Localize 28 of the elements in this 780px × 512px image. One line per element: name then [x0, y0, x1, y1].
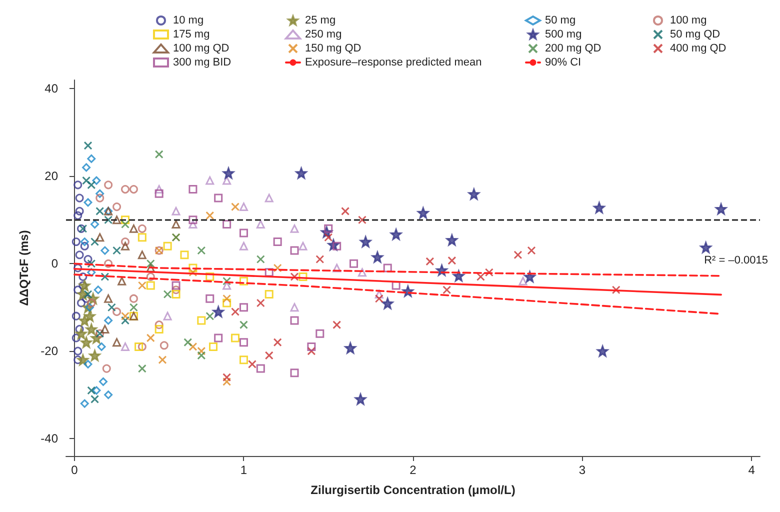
y-tick-label: 20: [44, 169, 58, 184]
y-tick-label: -20: [40, 344, 58, 358]
legend-label: 90% CI: [545, 56, 582, 68]
legend-label: Exposure–response predicted mean: [305, 56, 482, 68]
x-tick-label: 4: [748, 463, 756, 477]
x-axis-title: Zilurgisertib Concentration (μmol/L): [310, 483, 516, 497]
y-tick-label: -40: [40, 432, 58, 446]
x-tick-label: 2: [410, 463, 417, 477]
legend-label: 100 mg: [670, 14, 707, 26]
legend-label: 250 mg: [305, 28, 342, 40]
y-tick-label: 0: [51, 256, 58, 271]
legend-label: 150 mg QD: [305, 42, 362, 54]
x-tick-label: 1: [240, 463, 248, 477]
x-tick-label: 0: [71, 463, 78, 477]
legend-label: 500 mg: [545, 28, 582, 40]
y-tick-label: 40: [44, 82, 58, 96]
legend-label: 50 mg QD: [670, 28, 720, 40]
x-tick-label: 3: [578, 463, 586, 477]
y-axis-title: ΔΔQTcF (ms): [16, 230, 31, 306]
legend-label: 175 mg: [173, 28, 210, 40]
legend-label: 25 mg: [305, 14, 336, 26]
legend-label: 200 mg QD: [545, 42, 602, 54]
legend-label: 400 mg QD: [670, 42, 726, 54]
legend-label: 100 mg QD: [173, 42, 230, 54]
legend-label: 300 mg BID: [173, 56, 232, 68]
annotation: R² = –0.0015: [704, 254, 768, 266]
legend-label: 10 mg: [173, 14, 204, 26]
legend-label: 50 mg: [545, 14, 576, 26]
